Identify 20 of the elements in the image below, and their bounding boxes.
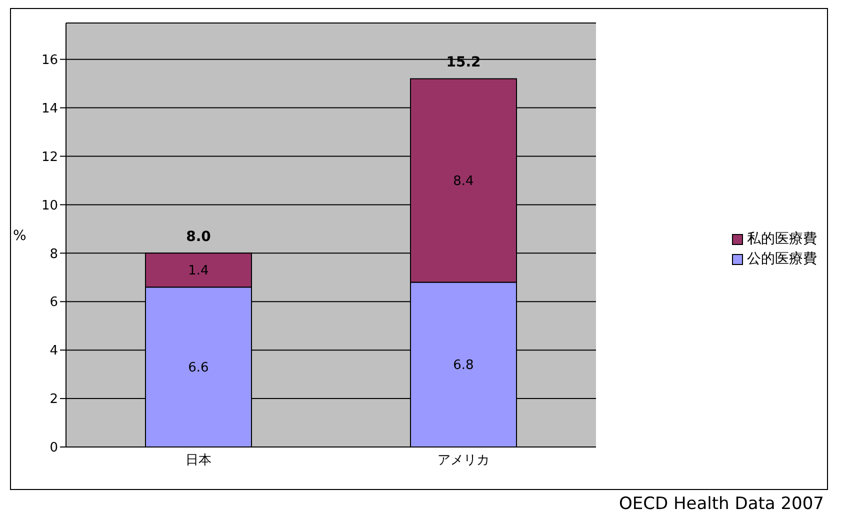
legend-label: 私的医療費 bbox=[747, 230, 817, 248]
text: OECD Health Data 2007 bbox=[618, 494, 825, 514]
data-label: 8.4 bbox=[453, 174, 474, 190]
legend-label: 公的医療費 bbox=[747, 250, 817, 268]
y-tick-label: 10 bbox=[41, 198, 58, 214]
y-tick-label: 12 bbox=[41, 150, 58, 165]
y-tick-label: 6 bbox=[50, 295, 58, 310]
x-tick-label: 日本 bbox=[186, 453, 212, 468]
x-tick-label: アメリカ bbox=[438, 453, 490, 468]
y-tick-label: 2 bbox=[50, 392, 58, 408]
data-label: 1.4 bbox=[188, 264, 209, 279]
y-tick-label: 16 bbox=[41, 52, 58, 68]
y-tick-label: 0 bbox=[50, 440, 58, 456]
y-axis-title: % bbox=[13, 228, 26, 244]
y-tick-label: 8 bbox=[50, 246, 58, 262]
y-tick-label: 14 bbox=[41, 101, 58, 116]
data-label: 6.6 bbox=[188, 360, 209, 376]
y-tick-label: 4 bbox=[50, 344, 58, 359]
data-label: 6.8 bbox=[453, 358, 474, 374]
total-label: 8.0 bbox=[186, 229, 212, 246]
